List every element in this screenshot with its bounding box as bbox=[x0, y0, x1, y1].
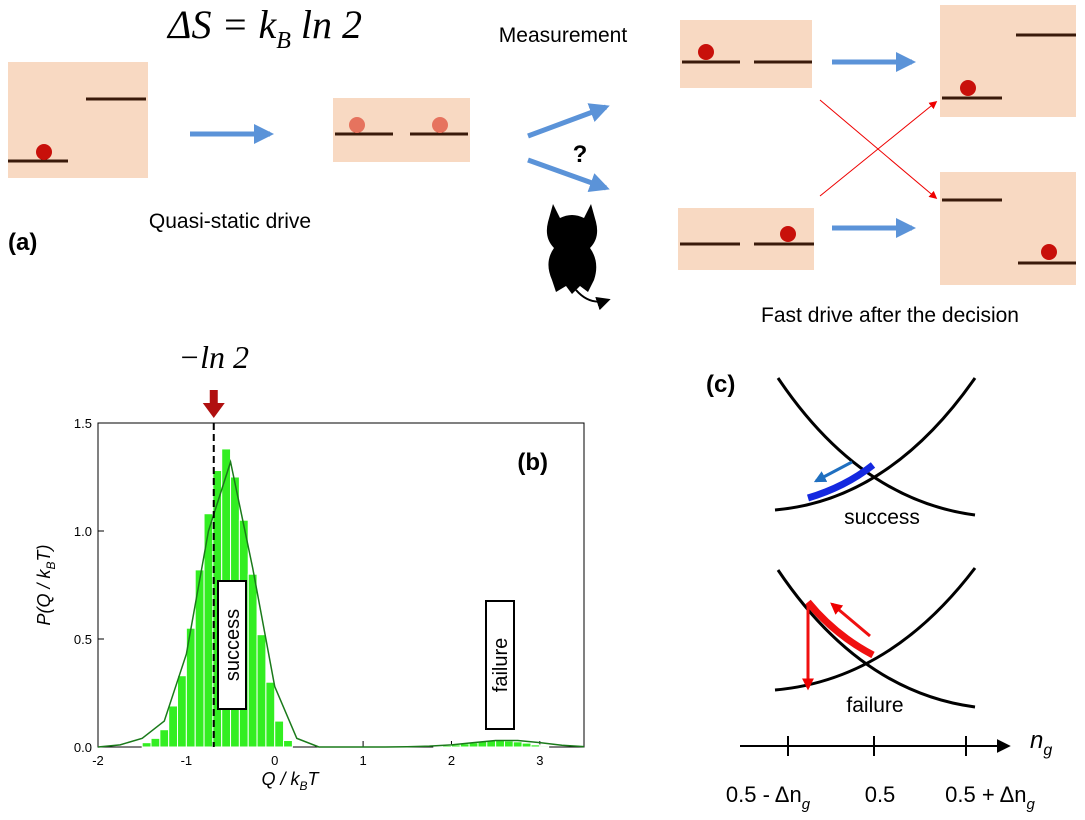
x-tick-label: 2 bbox=[448, 753, 455, 768]
region-label: failure bbox=[490, 638, 512, 692]
panel-b: (b) Q / kBT P(Q / kBT) -2 -1 0 1 2 3 0.0 0.5 1.0… bbox=[34, 339, 584, 793]
panel-label: (c) bbox=[706, 371, 735, 398]
particle bbox=[432, 117, 448, 133]
particle bbox=[780, 226, 796, 242]
bar bbox=[142, 743, 151, 747]
failure-label: failure bbox=[846, 694, 903, 717]
bar bbox=[513, 742, 522, 747]
measurement-label: Measurement bbox=[499, 24, 628, 47]
bar bbox=[275, 721, 284, 747]
panel-c: (c) success failure ng 0.5 - Δng 0.5 0.5… bbox=[706, 371, 1052, 813]
annotation-arrow bbox=[203, 390, 225, 418]
bar bbox=[266, 682, 275, 747]
arrow bbox=[528, 107, 606, 136]
figure: ΔS = kB ln 2 Measurement Quasi-static dr… bbox=[0, 0, 1085, 820]
bar bbox=[257, 635, 266, 747]
x-tick-label: 0 bbox=[271, 753, 278, 768]
x-tick-label: -2 bbox=[92, 753, 104, 768]
arrow bbox=[528, 160, 606, 188]
bar bbox=[248, 574, 257, 747]
quasi-static-label: Quasi-static drive bbox=[149, 210, 311, 233]
bar bbox=[504, 741, 513, 747]
energy-curve bbox=[775, 568, 975, 690]
well-box bbox=[940, 172, 1076, 285]
panel-label: (b) bbox=[517, 449, 548, 476]
arrow bbox=[816, 462, 852, 481]
bar bbox=[531, 745, 540, 747]
success-label: success bbox=[844, 506, 920, 529]
bar bbox=[540, 746, 549, 747]
annotation-label: −ln 2 bbox=[179, 339, 249, 375]
bar bbox=[178, 676, 187, 747]
particle bbox=[960, 80, 976, 96]
formula: ΔS = kB ln 2 bbox=[166, 2, 362, 54]
panel-a: ΔS = kB ln 2 Measurement Quasi-static dr… bbox=[8, 2, 1076, 327]
y-tick-label: 1.5 bbox=[74, 416, 92, 431]
axis-tick-label: 0.5 + Δng bbox=[945, 782, 1035, 813]
bar bbox=[151, 738, 160, 747]
y-tick-label: 0.0 bbox=[74, 740, 92, 755]
x-tick-label: 3 bbox=[536, 753, 543, 768]
particle bbox=[36, 144, 52, 160]
demon bbox=[547, 204, 608, 302]
x-tick-label: -1 bbox=[181, 753, 193, 768]
energy-curve bbox=[775, 378, 975, 510]
particle bbox=[349, 117, 365, 133]
region-label: success bbox=[222, 609, 244, 681]
panel-label: (a) bbox=[8, 229, 37, 256]
cross-arrow bbox=[820, 102, 936, 196]
y-axis-label: P(Q / kBT) bbox=[34, 544, 58, 625]
well-box bbox=[940, 5, 1076, 117]
axis-tick-label: 0.5 - Δng bbox=[726, 782, 811, 813]
bar bbox=[169, 706, 178, 747]
y-tick-label: 0.5 bbox=[74, 632, 92, 647]
bar bbox=[522, 743, 531, 747]
particle bbox=[1041, 244, 1057, 260]
x-axis-label: Q / kBT bbox=[261, 769, 320, 793]
x-tick-label: 1 bbox=[359, 753, 366, 768]
energy-curve bbox=[778, 378, 975, 515]
axis-tick-label: 0.5 bbox=[865, 782, 896, 807]
fast-drive-label: Fast drive after the decision bbox=[761, 304, 1019, 327]
y-tick-label: 1.0 bbox=[74, 524, 92, 539]
bar bbox=[160, 730, 169, 747]
question-mark: ? bbox=[573, 141, 588, 168]
bar bbox=[496, 741, 505, 747]
bar bbox=[284, 741, 293, 747]
particle bbox=[698, 44, 714, 60]
axis-label: ng bbox=[1030, 727, 1052, 759]
